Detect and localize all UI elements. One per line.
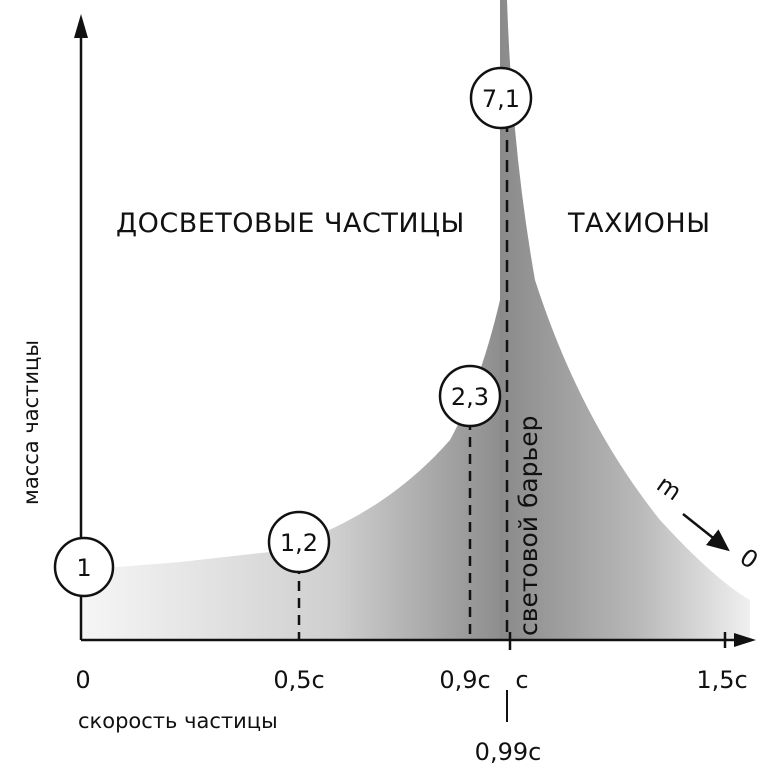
tick-label-c: с — [515, 666, 528, 694]
y-axis-arrow-icon — [74, 14, 88, 38]
light-barrier-label: световой барьер — [514, 415, 543, 636]
tick-label-0-99c: 0,99с — [475, 738, 542, 766]
marker-1-value: 1 — [76, 554, 91, 582]
marker-3-value: 2,3 — [451, 383, 489, 411]
tick-label-1-5c: 1,5с — [696, 666, 747, 694]
y-axis-title: масса частицы — [19, 340, 43, 505]
tachyon-mass-area — [500, 0, 750, 640]
x-axis-arrow-icon — [734, 633, 756, 647]
x-axis-title: скорость частицы — [78, 709, 278, 733]
subluminal-mass-area — [80, 0, 505, 640]
marker-4-value: 7,1 — [482, 85, 520, 113]
tick-label-0-9c: 0,9с — [439, 666, 490, 694]
subluminal-region-label: ДОСВЕТОВЫЕ ЧАСТИЦЫ — [116, 208, 465, 239]
tick-label-half-c: 0,5с — [273, 666, 324, 694]
tachyon-mass-symbol: m — [652, 470, 687, 506]
tachyon-mass-zero: 0 — [735, 543, 764, 575]
marker-1: 1 — [53, 536, 115, 598]
tachyon-limit-arrow — [682, 513, 730, 552]
marker-4: 7,1 — [469, 66, 533, 130]
tick-label-zero: 0 — [75, 666, 90, 694]
marker-2: 1,2 — [267, 510, 331, 574]
tachyon-region-label: ТАХИОНЫ — [567, 208, 711, 239]
marker-2-value: 1,2 — [280, 529, 318, 557]
marker-3: 2,3 — [438, 364, 502, 428]
